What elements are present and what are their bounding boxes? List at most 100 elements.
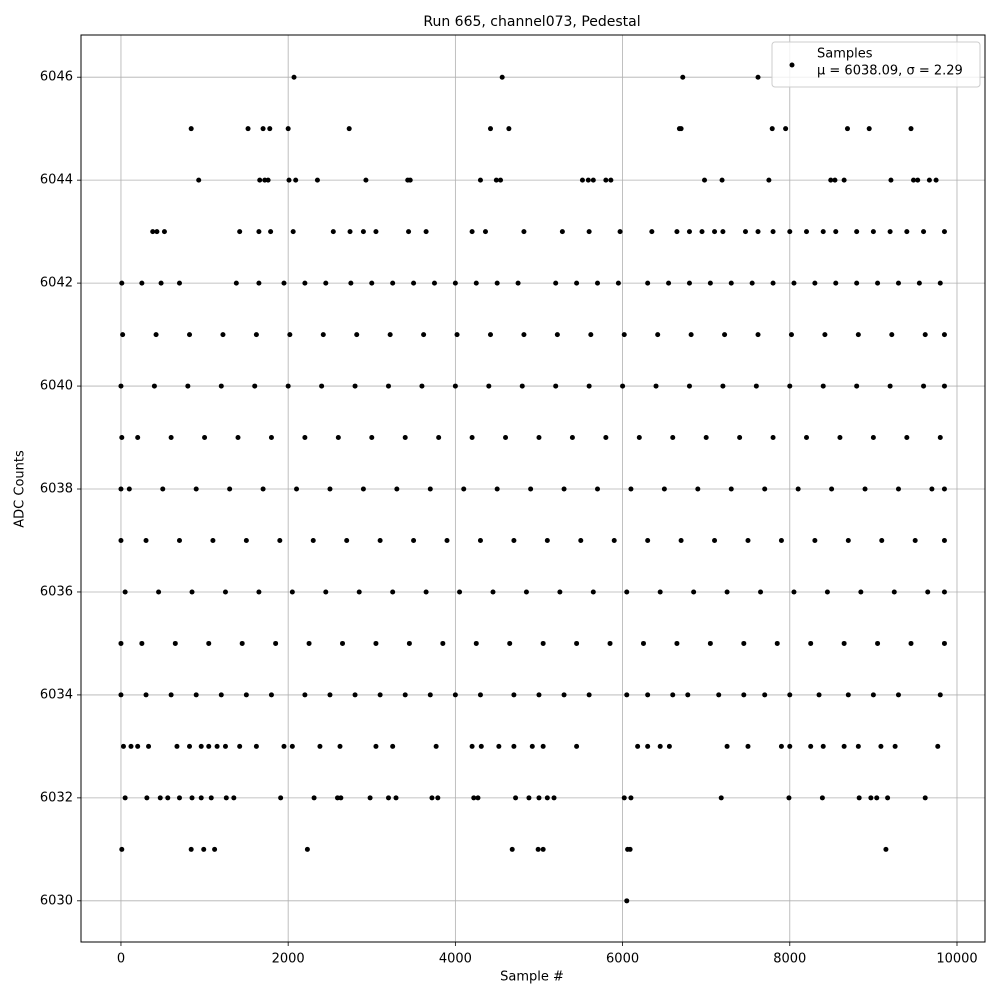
point [176,537,182,543]
point [369,280,375,286]
point [235,435,241,441]
point [406,229,412,235]
legend-note: μ = 6038.09, σ = 2.29 [817,64,963,79]
point [603,435,609,441]
point [749,280,755,286]
y-tick-label: 6036 [40,584,73,599]
point [912,537,918,543]
point [214,743,220,749]
point [285,126,291,132]
point [452,692,458,698]
point [774,640,780,646]
point [128,743,134,749]
point [891,589,897,595]
point [344,537,350,543]
point [686,229,692,235]
x-tick-label: 2000 [272,952,305,967]
point [941,332,947,338]
point [402,435,408,441]
point [640,640,646,646]
point [758,589,764,595]
point [511,537,517,543]
point [461,486,467,492]
point [390,743,396,749]
point [302,692,308,698]
points [118,74,947,904]
point [135,743,141,749]
point [319,383,325,389]
point [742,229,748,235]
y-tick-label: 6042 [40,276,73,291]
point [941,486,947,492]
point [812,280,818,286]
point [816,692,822,698]
point [243,692,249,698]
point [433,743,439,749]
point [394,486,400,492]
point [323,280,329,286]
point [645,692,651,698]
point [354,332,360,338]
point [855,332,861,338]
point [356,589,362,595]
point [628,486,634,492]
point [762,486,768,492]
point [551,795,557,801]
point [521,332,527,338]
point [429,795,435,801]
point [526,795,532,801]
point [165,795,171,801]
point [895,692,901,698]
point [189,795,195,801]
point [724,743,730,749]
point [536,435,542,441]
point [921,383,927,389]
point [755,74,761,80]
point [314,177,320,183]
point [617,229,623,235]
point [198,795,204,801]
point [702,177,708,183]
point [745,743,751,749]
point [119,280,125,286]
point [477,177,483,183]
point [720,383,726,389]
point [475,795,481,801]
point [941,383,947,389]
point [686,383,692,389]
point [168,435,174,441]
point [506,126,512,132]
point [828,177,834,183]
plot-frame [80,34,986,943]
point [423,229,429,235]
legend: Samples μ = 6038.09, σ = 2.29 [771,41,981,88]
point [766,177,772,183]
point [290,229,296,235]
point [494,280,500,286]
point [657,589,663,595]
point [561,692,567,698]
point [561,486,567,492]
point [607,640,613,646]
point [586,692,592,698]
point [916,280,922,286]
point [670,435,676,441]
point [574,640,580,646]
point [118,383,124,389]
point [411,537,417,543]
point [156,589,162,595]
point [699,229,705,235]
point [544,795,550,801]
point [157,795,163,801]
point [393,795,399,801]
point [808,743,814,749]
point [941,229,947,235]
point [143,692,149,698]
point [306,640,312,646]
point [688,332,694,338]
point [895,280,901,286]
point [941,537,947,543]
point [887,229,893,235]
point [745,537,751,543]
point [218,692,224,698]
